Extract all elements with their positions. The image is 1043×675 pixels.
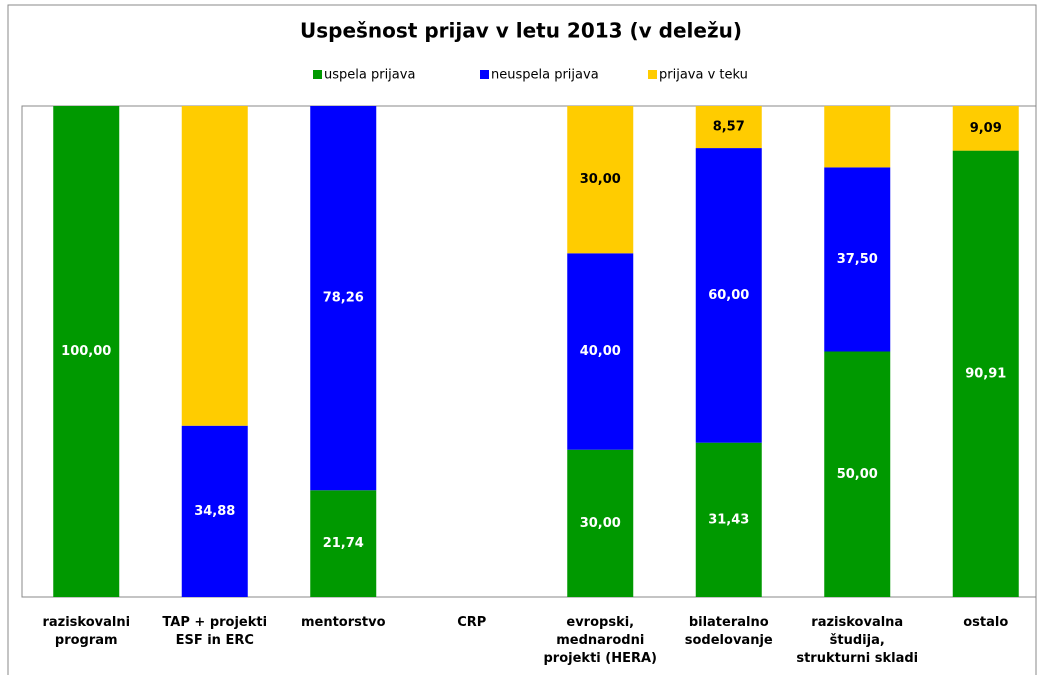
bar-segment xyxy=(567,106,634,254)
x-tick-label: evropski, mednarodni projekti (HERA) xyxy=(544,615,657,666)
x-tick-label-line: CRP xyxy=(457,615,486,630)
x-tick-label: ostalo xyxy=(963,615,1008,630)
bar-segment xyxy=(53,106,120,597)
plot-area xyxy=(21,105,1037,598)
bar-segment xyxy=(567,449,634,597)
value-label: 37,50 xyxy=(837,252,878,267)
x-tick-label: bilateralno sodelovanje xyxy=(685,615,773,648)
value-label: 34,88 xyxy=(194,504,235,519)
x-tick-label: TAP + projekti ESF in ERC xyxy=(162,615,267,648)
bar-segment xyxy=(824,351,891,597)
bar-segment xyxy=(310,490,377,597)
value-label: 90,91 xyxy=(965,366,1006,381)
bar-segment xyxy=(695,106,762,149)
value-label: 9,09 xyxy=(970,121,1002,136)
legend-swatch xyxy=(648,70,657,79)
x-tick-label-line: mednarodni xyxy=(556,633,644,648)
x-tick-label-line: sodelovanje xyxy=(685,633,773,648)
x-tick-label-line: ESF in ERC xyxy=(176,633,254,648)
x-tick-label-line: strukturni skladi xyxy=(796,651,918,666)
bar-segment xyxy=(952,150,1019,597)
x-tick-label: CRP xyxy=(457,615,486,630)
bar-segment xyxy=(567,253,634,450)
value-label: 21,74 xyxy=(323,536,364,551)
value-label: 40,00 xyxy=(580,344,621,359)
chart-title: Uspešnost prijav v letu 2013 (v deležu) xyxy=(300,19,742,43)
value-label: 30,00 xyxy=(580,516,621,531)
x-tick-label-line: raziskovalna xyxy=(811,615,903,630)
x-tick-label: mentorstvo xyxy=(301,615,386,630)
x-tick-label-line: mentorstvo xyxy=(301,615,386,630)
value-label: 31,43 xyxy=(708,512,749,527)
value-label: 50,00 xyxy=(837,467,878,482)
legend-label: uspela prijava xyxy=(324,68,415,83)
x-tick-label-line: program xyxy=(55,633,118,648)
bar-segment xyxy=(695,442,762,597)
legend-swatch xyxy=(313,70,322,79)
legend-label: prijava v teku xyxy=(659,68,748,83)
bar-segment xyxy=(310,106,377,491)
value-label: 30,00 xyxy=(580,172,621,187)
bar-segment xyxy=(824,106,891,168)
x-tick-label: raziskovalna študija, strukturni skladi xyxy=(796,615,918,666)
value-label: 60,00 xyxy=(708,288,749,303)
x-tick-label-line: bilateralno xyxy=(689,615,769,630)
value-label: 100,00 xyxy=(61,344,111,359)
bar-segment xyxy=(952,106,1019,151)
value-label: 78,26 xyxy=(323,291,364,306)
x-tick-label-line: TAP + projekti xyxy=(162,615,267,630)
legend-label: neuspela prijava xyxy=(491,68,599,83)
bar-segment xyxy=(695,148,762,443)
bar-segment xyxy=(181,425,248,597)
bar-segment xyxy=(824,167,891,352)
bar-segment xyxy=(181,106,248,426)
x-tick-label: raziskovalni program xyxy=(42,615,130,648)
x-tick-label-line: raziskovalni xyxy=(42,615,130,630)
x-tick-label-line: študija, xyxy=(830,633,885,648)
x-tick-label-line: projekti (HERA) xyxy=(544,651,657,666)
x-tick-label-line: ostalo xyxy=(963,615,1008,630)
value-label: 8,57 xyxy=(713,120,745,135)
x-tick-label-line: evropski, xyxy=(566,615,634,630)
legend-swatch xyxy=(480,70,489,79)
